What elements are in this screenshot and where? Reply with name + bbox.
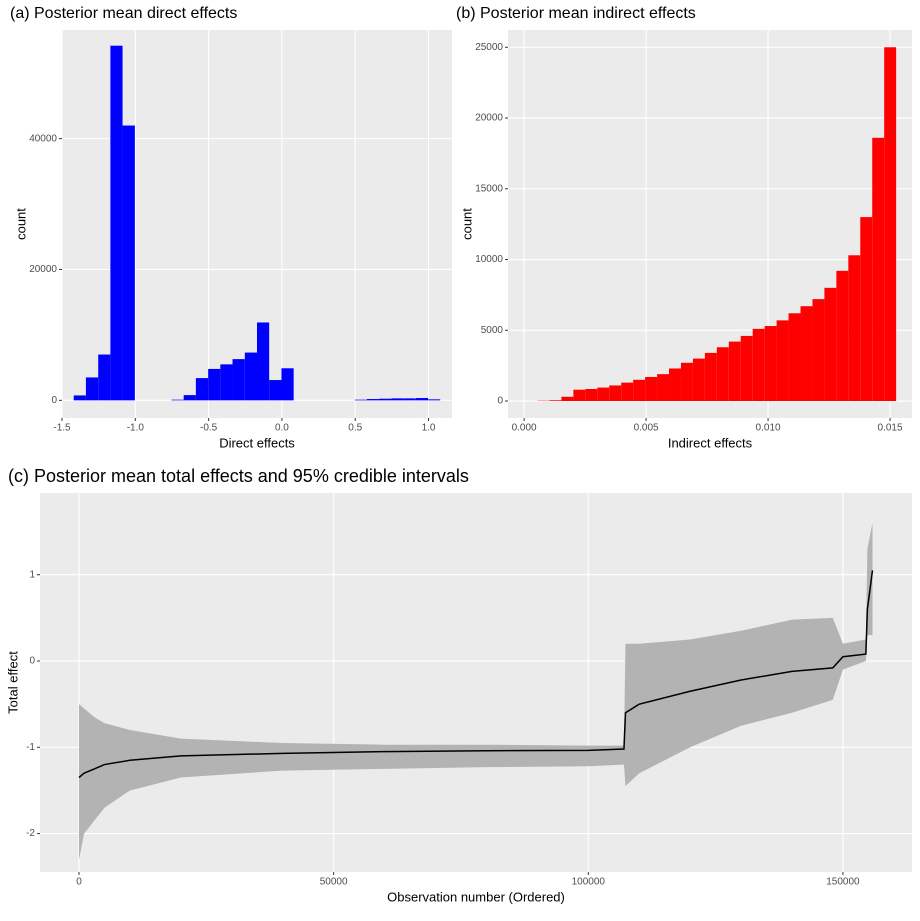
bar: [208, 368, 221, 401]
bar: [257, 322, 270, 401]
x-axis-label: Observation number (Ordered): [387, 889, 565, 904]
bar: [269, 380, 282, 401]
bar: [244, 352, 257, 401]
bar: [633, 379, 646, 402]
bar: [657, 374, 670, 402]
bar: [645, 376, 658, 402]
y-tick-label: 0: [29, 656, 35, 667]
bar: [403, 398, 416, 401]
bar: [561, 396, 574, 402]
bar: [73, 395, 86, 401]
bar: [183, 395, 196, 401]
y-tick-label: 1: [29, 569, 35, 580]
y-tick-label: -2: [26, 828, 35, 839]
y-tick-label: 25000: [475, 42, 503, 53]
bar: [232, 359, 245, 401]
bar: [872, 137, 885, 402]
bar: [800, 306, 813, 402]
bar: [692, 358, 705, 402]
bar: [391, 398, 404, 401]
bar: [752, 328, 765, 402]
y-tick-label: 10000: [475, 254, 503, 265]
bar: [728, 341, 741, 402]
chart-title: (b) Posterior mean indirect effects: [456, 5, 696, 22]
y-tick-label: 15000: [475, 183, 503, 194]
y-tick-label: 5000: [481, 325, 504, 336]
x-tick-label: 0.005: [634, 423, 659, 434]
bar: [428, 399, 441, 401]
bar: [621, 382, 634, 402]
y-axis-label: count: [459, 208, 474, 240]
x-tick-label: -1.5: [53, 423, 71, 434]
x-tick-label: -1.0: [127, 423, 145, 434]
bar: [716, 347, 729, 402]
x-axis-label: Indirect effects: [668, 435, 753, 450]
bar: [281, 368, 294, 401]
y-axis-label: Total effect: [5, 651, 20, 714]
x-axis-label: Direct effects: [219, 435, 295, 450]
y-axis-label: count: [13, 208, 28, 240]
bar: [85, 377, 99, 401]
bar: [366, 399, 380, 401]
bar: [680, 362, 693, 402]
bar: [704, 352, 717, 402]
bar: [824, 287, 837, 402]
bar: [597, 387, 610, 402]
credible-band: [79, 522, 873, 860]
bar: [740, 335, 753, 402]
bar: [669, 368, 681, 402]
y-tick-label: 0: [497, 396, 503, 407]
bar: [573, 389, 586, 402]
bar: [609, 385, 622, 402]
x-tick-label: 0.015: [878, 423, 903, 434]
bar: [788, 313, 801, 402]
x-tick-label: 100000: [572, 877, 606, 888]
bar: [764, 326, 777, 402]
bar: [379, 398, 392, 401]
y-tick-label: 40000: [29, 133, 57, 144]
y-tick-label: 20000: [475, 113, 503, 124]
bar: [585, 388, 598, 402]
bar: [195, 378, 209, 401]
bar: [220, 364, 233, 401]
mean-line: [78, 570, 874, 779]
bar: [812, 299, 825, 402]
x-tick-label: 0.5: [348, 423, 362, 434]
bar: [836, 270, 849, 402]
bar: [860, 217, 873, 402]
bar: [354, 399, 367, 401]
x-tick-label: 1.0: [422, 423, 436, 434]
bar: [415, 398, 429, 401]
y-tick-label: 20000: [29, 264, 57, 275]
x-tick-label: 150000: [826, 877, 860, 888]
x-tick-label: 0.0: [275, 423, 289, 434]
bar: [122, 125, 135, 401]
bar: [171, 399, 184, 401]
bar: [848, 255, 861, 402]
bar: [549, 400, 562, 402]
x-tick-label: 50000: [320, 877, 348, 888]
chart-title: (a) Posterior mean direct effects: [10, 5, 237, 22]
x-tick-label: 0: [76, 877, 82, 888]
chart-title: (c) Posterior mean total effects and 95%…: [8, 466, 469, 486]
x-tick-label: -0.5: [200, 423, 218, 434]
bar: [776, 320, 789, 402]
x-tick-label: 0.010: [756, 423, 781, 434]
x-tick-label: 0.000: [512, 423, 537, 434]
y-tick-label: 0: [51, 395, 57, 406]
bar: [110, 45, 123, 401]
y-tick-label: -1: [26, 742, 35, 753]
bar: [98, 354, 111, 401]
bar: [884, 47, 897, 402]
